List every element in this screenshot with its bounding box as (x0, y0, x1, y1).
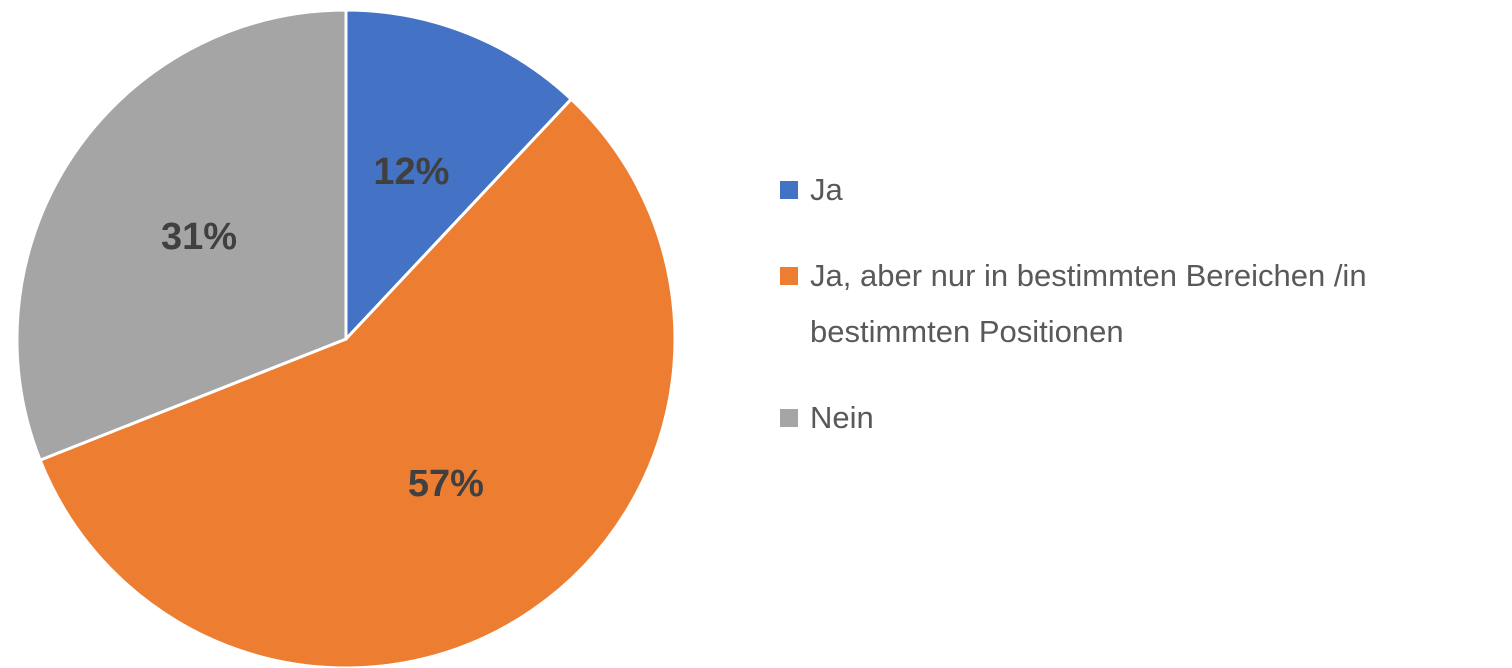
legend-label: Ja, aber nur in bestimmten Bereichen /in… (810, 258, 1367, 349)
pie-slice (15, 8, 348, 463)
pie-slice (344, 8, 574, 343)
data-label: 57% (408, 463, 484, 505)
legend-swatch (780, 181, 798, 199)
data-label: 31% (161, 216, 237, 258)
legend-item: Ja, aber nur in bestimmten Bereichen /in… (780, 248, 1490, 360)
legend-swatch (780, 409, 798, 427)
data-label: 12% (373, 151, 449, 193)
pie-slice (38, 97, 677, 668)
pie-area: 12% 57% 31% (15, 8, 677, 668)
legend-item: Ja (780, 162, 1490, 218)
legend-swatch (780, 267, 798, 285)
legend-label: Ja (810, 172, 843, 207)
legend: Ja Ja, aber nur in bestimmten Bereichen /… (780, 162, 1490, 446)
legend-label: Nein (810, 400, 874, 435)
legend-item: Nein (780, 390, 1490, 446)
